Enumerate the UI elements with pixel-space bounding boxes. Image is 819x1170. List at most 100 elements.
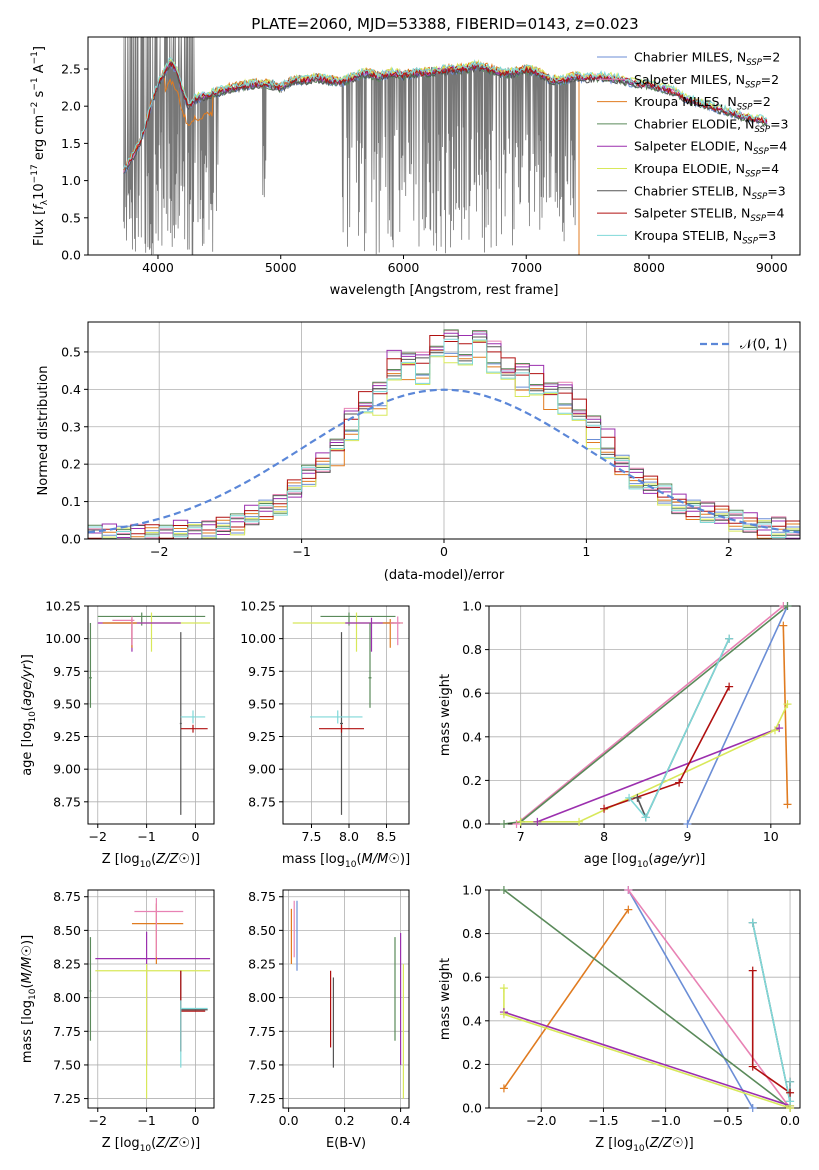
mass_vs_ebv-plot-area xyxy=(290,900,404,1099)
x-tick-label: −1.0 xyxy=(650,1113,680,1128)
weight-point-marker xyxy=(786,1077,795,1086)
y-tick-label: 9.25 xyxy=(248,729,276,744)
weight-point-marker xyxy=(575,817,584,826)
axes-frame xyxy=(87,36,801,256)
y-tick-label: 2.0 xyxy=(61,99,81,114)
x-tick-label: 0.4 xyxy=(391,1113,411,1128)
legend-label: 𝒩(0, 1) xyxy=(740,338,787,353)
y-tick-label: 8.25 xyxy=(53,957,81,972)
legend-label: Chabrier STELIB, NSSP=3 xyxy=(634,183,786,202)
y-tick-label: 8.50 xyxy=(248,923,276,938)
weight-series-line xyxy=(520,703,789,823)
x-tick-label: 2 xyxy=(725,544,733,559)
y-tick-label: 7.75 xyxy=(248,1024,276,1039)
weight-point-marker xyxy=(683,820,692,828)
y-tick-label: 8.75 xyxy=(53,794,81,809)
x-tick-label: 8 xyxy=(600,829,608,844)
x-tick-label: 0 xyxy=(440,544,448,559)
x-tick-label: 1 xyxy=(582,544,590,559)
mass_vs_Z-plot-area xyxy=(89,898,211,1099)
figure-title: PLATE=2060, MJD=53388, FIBERID=0143, z=0… xyxy=(251,15,638,33)
y-tick-label: 0.5 xyxy=(61,344,81,359)
y-tick-label: 1.5 xyxy=(61,136,81,151)
y-tick-label: 0.0 xyxy=(462,1101,482,1116)
y-axis-label: Flux [fλ10−17 erg cm−2 s−1 A−1] xyxy=(30,46,50,246)
x-axis-label: wavelength [Angstrom, rest frame] xyxy=(330,283,559,298)
y-tick-label: 9.75 xyxy=(53,664,81,679)
age_vs_mass-plot-area xyxy=(292,612,403,815)
y-tick-label: 10.25 xyxy=(240,599,276,614)
mass_vs_Z-panel: −2 −1 0 7.25 7.50 7.75 8.00 8.25 8.50 8.75 Z [log1… xyxy=(20,889,215,1154)
legend-label: Salpeter MILES, NSSP=2 xyxy=(634,72,779,91)
histogram-step-line xyxy=(88,335,800,539)
weight-series-line xyxy=(636,638,730,820)
weight-point-marker xyxy=(748,1104,757,1112)
x-tick-label: 0 xyxy=(191,1113,199,1128)
y-tick-label: 7.25 xyxy=(248,1091,276,1106)
weight-point-marker xyxy=(516,817,525,826)
weight-point-marker xyxy=(779,621,788,630)
x-tick-label: 5000 xyxy=(265,260,297,275)
residuals-plot-area xyxy=(88,329,800,539)
axes-frame xyxy=(87,605,215,825)
y-tick-label: 9.00 xyxy=(53,762,81,777)
weight-series-line xyxy=(686,606,789,824)
y-tick-label: 10.00 xyxy=(45,631,81,646)
weight-series-line xyxy=(503,988,791,1108)
axes-frame xyxy=(282,889,410,1109)
y-tick-label: 7.75 xyxy=(53,1024,81,1039)
model-spectrum-line xyxy=(123,57,768,170)
weight-point-marker xyxy=(633,793,642,802)
weight_vs_Z-plot-area xyxy=(503,890,791,1108)
x-axis-label: Z [log10(Z/Z☉)] xyxy=(595,1136,693,1154)
y-tick-label: 0.2 xyxy=(462,773,482,788)
weight-point-marker xyxy=(625,793,634,802)
age_vs_Z-panel: −2 −1 0 8.75 9.00 9.25 9.50 9.75 10.00 10.25 Z [lo… xyxy=(20,599,215,870)
legend-label: Kroupa ELODIE, NSSP=4 xyxy=(634,161,779,180)
x-tick-label: 9 xyxy=(683,829,691,844)
weight-point-marker xyxy=(748,966,757,975)
weight-point-marker xyxy=(783,602,792,610)
weight-series-line xyxy=(751,922,791,1102)
x-tick-label: −1 xyxy=(137,829,155,844)
legend-label: Kroupa STELIB, NSSP=3 xyxy=(634,228,776,247)
y-tick-label: 0.6 xyxy=(462,686,482,701)
x-axis-label: (data-model)/error xyxy=(384,568,505,583)
weight-point-marker xyxy=(770,726,779,735)
spectrum-legend: Chabrier MILES, NSSP=2 Salpeter MILES, NS… xyxy=(597,50,789,247)
legend-label: Chabrier ELODIE, NSSP=3 xyxy=(634,116,789,135)
weight-point-marker xyxy=(641,813,650,822)
x-tick-label: −1.5 xyxy=(588,1113,618,1128)
weight-series-line xyxy=(537,727,780,823)
weight-point-marker xyxy=(748,918,757,927)
weight-point-marker xyxy=(748,1062,757,1071)
y-tick-label: 8.75 xyxy=(53,889,81,904)
weight-point-marker xyxy=(783,800,792,809)
y-tick-label: 0.3 xyxy=(61,419,81,434)
weight-point-marker xyxy=(725,634,734,643)
y-tick-label: 10.00 xyxy=(240,631,276,646)
legend-label: Chabrier MILES, NSSP=2 xyxy=(634,50,780,69)
y-tick-label: 8.75 xyxy=(248,889,276,904)
x-tick-label: −2 xyxy=(89,1113,107,1128)
y-tick-label: 8.25 xyxy=(248,957,276,972)
model-spectrum-line xyxy=(123,61,768,174)
weight-point-marker xyxy=(675,778,684,787)
weight-series-line xyxy=(515,606,784,824)
spectrum-panel: 4000 5000 6000 7000 8000 9000 0.0 0.5 1.0 1.5 2.0 2… xyxy=(30,36,801,298)
x-axis-label: Z [log10(Z/Z☉)] xyxy=(102,852,200,870)
weight_vs_age-plot-area xyxy=(503,606,789,824)
y-axis-label: mass weight xyxy=(438,674,453,756)
histogram-step-line xyxy=(88,340,800,539)
mass_vs_ebv-panel: 0.0 0.2 0.4 7.25 7.50 7.75 8.00 8.25 8.50 8.75 xyxy=(248,889,410,1128)
weight-point-marker xyxy=(783,700,792,709)
age_vs_Z-plot-area xyxy=(88,612,211,815)
weight-series-line xyxy=(503,1011,791,1107)
x-axis-label: E(B-V) xyxy=(326,1136,366,1151)
y-axis-label: mass [log10(M/M☉)] xyxy=(20,935,38,1063)
x-tick-label: 7.5 xyxy=(302,829,322,844)
y-tick-label: 0.4 xyxy=(462,729,482,744)
y-tick-label: 7.25 xyxy=(53,1091,81,1106)
weight-point-marker xyxy=(624,886,633,894)
weight-point-marker xyxy=(725,682,734,691)
